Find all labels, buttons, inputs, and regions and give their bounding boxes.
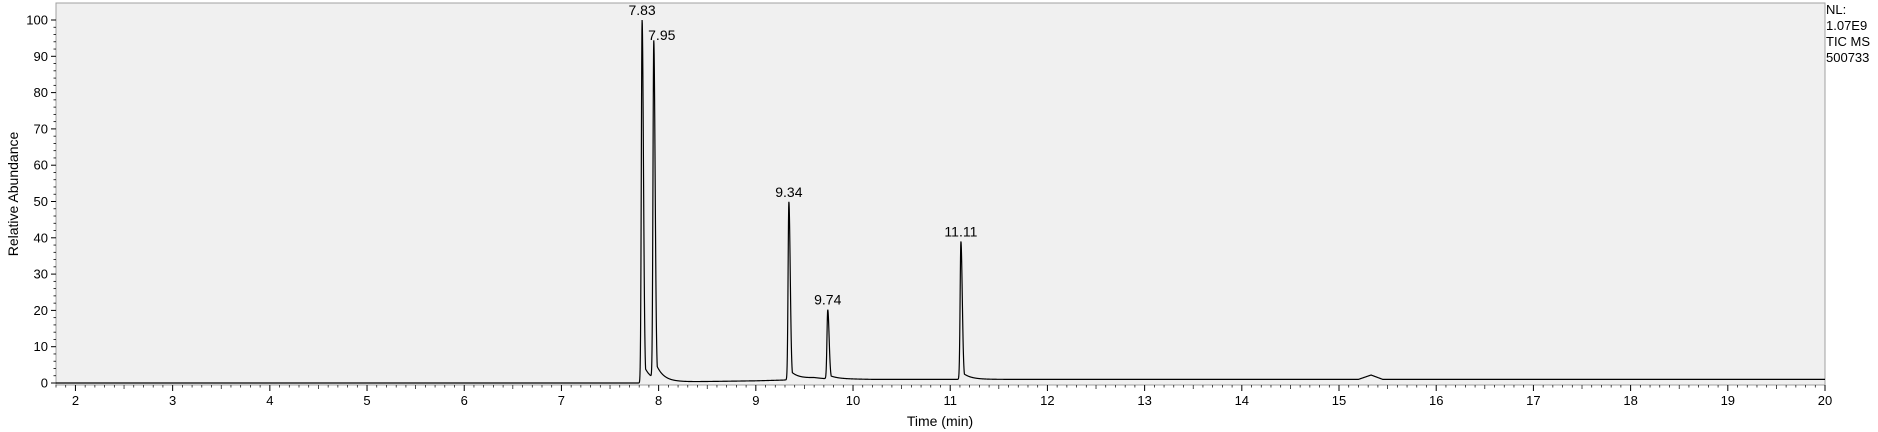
- scan-filter: TIC MS: [1826, 34, 1871, 49]
- x-tick-label: 17: [1526, 393, 1540, 408]
- peak-label: 11.11: [944, 223, 977, 239]
- x-tick-label: 2: [72, 393, 79, 408]
- normalization-info: NL: 1.07E9 TIC MS 500733: [1826, 2, 1870, 66]
- y-tick-label: 80: [34, 85, 48, 100]
- x-tick-label: 16: [1429, 393, 1443, 408]
- nl-value: 1.07E9: [1826, 18, 1868, 33]
- x-tick-label: 14: [1235, 393, 1249, 408]
- peak-labels: 7.83 7.95 9.34 9.74 11.11: [628, 2, 977, 308]
- sample-id: 500733: [1826, 50, 1870, 65]
- x-tick-label: 12: [1040, 393, 1054, 408]
- y-tick-label: 60: [34, 158, 48, 173]
- tic-trace-line: [56, 19, 1825, 384]
- x-tick-label: 8: [655, 393, 662, 408]
- x-tick-label: 15: [1332, 393, 1346, 408]
- x-tick-label: 7: [558, 393, 565, 408]
- x-tick-label: 19: [1721, 393, 1735, 408]
- peak-label: 7.83: [628, 2, 655, 18]
- y-tick-label: 0: [41, 376, 48, 391]
- nl-label: NL:: [1826, 2, 1847, 17]
- x-tick-label: 3: [169, 393, 176, 408]
- peak-label: 7.95: [648, 27, 675, 43]
- y-tick-label: 70: [34, 121, 48, 136]
- x-axis-title: Time (min): [907, 413, 973, 429]
- y-axis-title: Relative Abundance: [5, 132, 21, 257]
- peak-label: 9.34: [775, 184, 802, 200]
- x-tick-label: 18: [1623, 393, 1637, 408]
- y-axis: 0 10 20 30 40 50 60 70 80 90 100: [26, 13, 56, 391]
- plot-area: [55, 2, 1826, 386]
- x-tick-label: 9: [752, 393, 759, 408]
- x-tick-label: 5: [363, 393, 370, 408]
- x-tick-label: 4: [266, 393, 273, 408]
- y-tick-label: 20: [34, 303, 48, 318]
- x-tick-label: 20: [1818, 393, 1832, 408]
- y-tick-label: 40: [34, 230, 48, 245]
- y-tick-label: 10: [34, 339, 48, 354]
- y-tick-label: 100: [26, 13, 48, 28]
- x-tick-label: 11: [943, 393, 957, 408]
- x-tick-label: 6: [461, 393, 468, 408]
- peak-label: 9.74: [814, 292, 841, 308]
- y-tick-label: 90: [34, 49, 48, 64]
- y-tick-label: 30: [34, 267, 48, 282]
- y-tick-label: 50: [34, 194, 48, 209]
- x-tick-label: 10: [846, 393, 860, 408]
- x-tick-label: 13: [1137, 393, 1151, 408]
- x-axis: 2 3 4 5 6 7 8 9 10 11 12 13 14 15 16 17 18 19 20: [55, 385, 1832, 408]
